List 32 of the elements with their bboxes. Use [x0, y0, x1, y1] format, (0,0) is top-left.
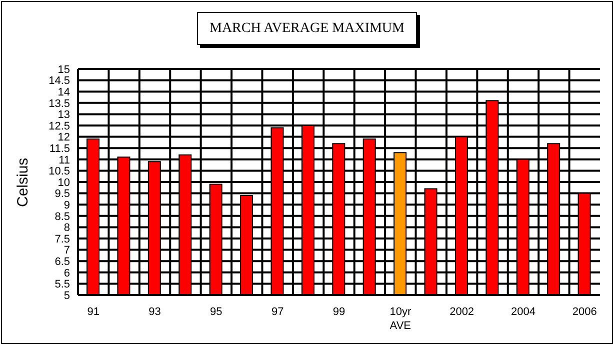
x-tick-label: 10yr AVE	[390, 306, 412, 332]
y-tick-label: 10	[58, 176, 70, 189]
y-tick-label: 14	[58, 86, 70, 99]
y-tick-label: 13	[58, 109, 70, 122]
y-tick-label: 11	[58, 154, 70, 166]
y-tick-label: 8.5	[54, 210, 70, 223]
chart-title: MARCH AVERAGE MAXIMUM	[197, 12, 417, 45]
y-tick-label: 6.5	[54, 256, 70, 268]
y-tick-label: 15	[58, 64, 70, 76]
y-tick-label: 9	[64, 200, 70, 212]
y-tick-label: 12	[58, 132, 70, 144]
y-tick-label: 8	[64, 222, 70, 234]
y-tick-label: 6	[64, 267, 70, 280]
x-tick-label: 93	[148, 306, 161, 318]
y-tick-label: 10.5	[48, 166, 70, 178]
y-tick-label: 12.5	[48, 120, 70, 132]
y-axis-title: Celsius	[14, 158, 32, 207]
y-tick-label: 13.5	[48, 98, 70, 110]
y-tick-label: 5	[64, 290, 70, 302]
x-tick-label: 99	[332, 306, 346, 318]
y-tick-label: 9.5	[54, 188, 70, 200]
y-tick-label: 14.5	[48, 75, 70, 88]
y-tick-label: 11.5	[49, 143, 70, 156]
y-tick-label: 5.5	[54, 278, 70, 291]
x-tick-label: 91	[87, 306, 100, 318]
y-tick-label: 7	[64, 244, 70, 257]
x-tick-label: 2004	[510, 306, 536, 318]
y-tick-label: 7.5	[54, 233, 70, 246]
x-tick-label: 97	[271, 306, 284, 318]
x-tick-label: 95	[210, 306, 222, 318]
x-tick-label: 2006	[572, 306, 597, 318]
x-tick-label: 2002	[450, 306, 474, 318]
